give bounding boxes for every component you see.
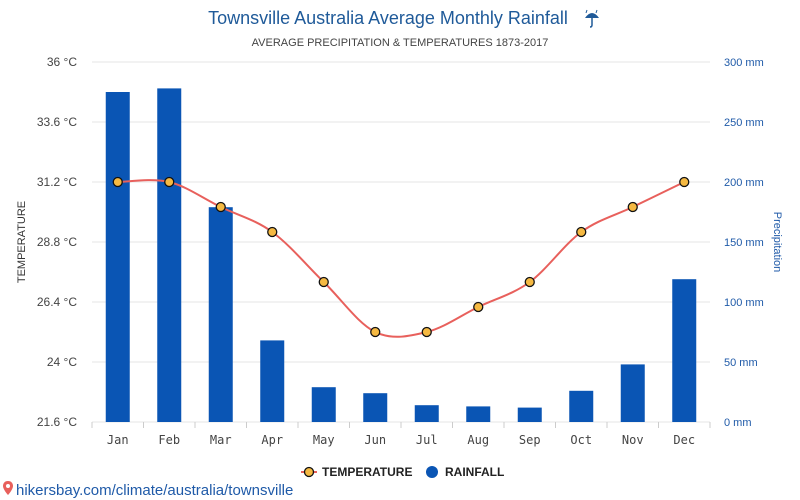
- temperature-point[interactable]: [268, 228, 277, 237]
- left-tick-label: 28.8 °C: [37, 235, 77, 249]
- umbrella-icon: [585, 10, 599, 27]
- x-axis-ticks: Jan Feb Mar Apr May Jun Jul Aug Sep Oct Nov Dec: [107, 433, 695, 447]
- x-tick-label: Sep: [519, 433, 541, 447]
- right-axis-ticks: 0 mm 50 mm 100 mm 150 mm 200 mm 250 mm 300 mm: [724, 57, 764, 429]
- temperature-point[interactable]: [577, 228, 586, 237]
- temperature-point[interactable]: [113, 178, 122, 187]
- x-tick-label: Nov: [622, 433, 644, 447]
- temperature-point[interactable]: [474, 303, 483, 312]
- temperature-point[interactable]: [165, 178, 174, 187]
- temperature-line: [113, 178, 689, 337]
- rainfall-bar[interactable]: [569, 391, 593, 422]
- footer-url[interactable]: hikersbay.com/climate/australia/townsvil…: [16, 482, 293, 499]
- rainfall-bar[interactable]: [415, 405, 439, 422]
- right-tick-label: 250 mm: [724, 117, 764, 129]
- legend-temperature-marker: [305, 468, 314, 477]
- x-tick-label: Apr: [261, 433, 283, 447]
- left-tick-label: 33.6 °C: [37, 115, 77, 129]
- footer-link[interactable]: hikersbay.com/climate/australia/townsvil…: [3, 481, 293, 499]
- temperature-point[interactable]: [422, 328, 431, 337]
- right-tick-label: 0 mm: [724, 417, 752, 429]
- x-tick-label: Jan: [107, 433, 129, 447]
- x-tick-label: Mar: [210, 433, 232, 447]
- legend-item-temperature[interactable]: TEMPERATURE: [301, 465, 412, 479]
- chart-subtitle: AVERAGE PRECIPITATION & TEMPERATURES 187…: [252, 37, 549, 49]
- legend-temperature-label: TEMPERATURE: [322, 465, 412, 479]
- left-tick-label: 36 °C: [47, 55, 77, 69]
- left-tick-label: 26.4 °C: [37, 295, 77, 309]
- right-tick-label: 100 mm: [724, 297, 764, 309]
- x-tick-label: May: [313, 433, 335, 447]
- temperature-line-path: [118, 180, 685, 337]
- rainfall-bar[interactable]: [363, 393, 387, 422]
- x-tick-label: Aug: [467, 433, 489, 447]
- rainfall-bar[interactable]: [312, 387, 336, 422]
- left-axis-ticks: 21.6 °C 24 °C 26.4 °C 28.8 °C 31.2 °C 33.6 °C…: [37, 55, 77, 429]
- temperature-point[interactable]: [628, 203, 637, 212]
- rainfall-bar[interactable]: [157, 88, 181, 422]
- rainfall-bar[interactable]: [621, 364, 645, 422]
- left-tick-label: 24 °C: [47, 355, 77, 369]
- legend-rainfall-marker: [426, 466, 438, 478]
- right-tick-label: 300 mm: [724, 57, 764, 69]
- rainfall-bar[interactable]: [518, 408, 542, 422]
- temperature-point[interactable]: [525, 278, 534, 287]
- x-tick-label: Oct: [570, 433, 592, 447]
- x-tick-label: Jul: [416, 433, 438, 447]
- rainfall-bar[interactable]: [672, 279, 696, 422]
- right-tick-label: 200 mm: [724, 177, 764, 189]
- x-tick-label: Feb: [158, 433, 180, 447]
- left-tick-label: 31.2 °C: [37, 175, 77, 189]
- right-tick-label: 150 mm: [724, 237, 764, 249]
- rainfall-bar[interactable]: [260, 340, 284, 422]
- rainfall-chart: Townsville Australia Average Monthly Rai…: [0, 0, 800, 500]
- rainfall-bar[interactable]: [466, 406, 490, 422]
- grid-lines: [92, 62, 710, 428]
- temperature-point[interactable]: [680, 178, 689, 187]
- legend-item-rainfall[interactable]: RAINFALL: [426, 465, 504, 479]
- legend-rainfall-label: RAINFALL: [445, 465, 504, 479]
- left-tick-label: 21.6 °C: [37, 415, 77, 429]
- rainfall-bars: [106, 88, 697, 422]
- rainfall-bar[interactable]: [209, 207, 233, 422]
- x-tick-label: Jun: [364, 433, 386, 447]
- temperature-point[interactable]: [216, 203, 225, 212]
- x-tick-label: Dec: [673, 433, 695, 447]
- right-tick-label: 50 mm: [724, 357, 758, 369]
- chart-title: Townsville Australia Average Monthly Rai…: [208, 8, 568, 28]
- temperature-point[interactable]: [319, 278, 328, 287]
- rainfall-bar[interactable]: [106, 92, 130, 422]
- legend: TEMPERATURE RAINFALL: [301, 465, 504, 479]
- temperature-point[interactable]: [371, 328, 380, 337]
- left-axis-title: TEMPERATURE: [16, 201, 28, 283]
- right-axis-title: Precipitation: [771, 212, 783, 273]
- map-pin-icon: [3, 481, 13, 495]
